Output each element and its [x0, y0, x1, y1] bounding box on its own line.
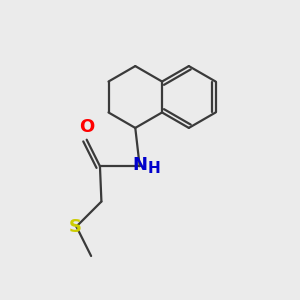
Text: S: S	[68, 218, 81, 236]
Text: N: N	[132, 156, 147, 174]
Text: O: O	[79, 118, 94, 136]
Text: H: H	[148, 161, 161, 176]
